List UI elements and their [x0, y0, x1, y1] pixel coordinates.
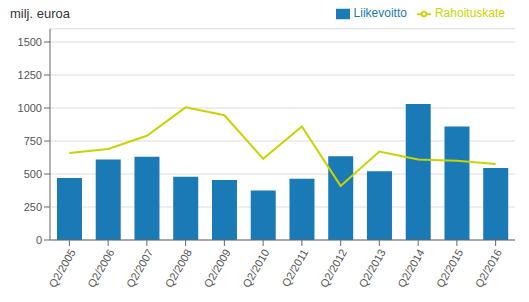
svg-text:Q2/2014: Q2/2014 — [395, 247, 426, 290]
svg-text:Q2/2009: Q2/2009 — [201, 247, 232, 290]
html-text:Rahoituskate: Rahoituskate — [435, 6, 505, 20]
svg-text:750: 750 — [24, 135, 42, 147]
svg-text:Q2/2015: Q2/2015 — [434, 247, 465, 290]
svg-text:Q2/2007: Q2/2007 — [124, 247, 155, 290]
svg-text:Q2/2011: Q2/2011 — [279, 247, 310, 289]
svg-text:Q2/2005: Q2/2005 — [46, 247, 77, 290]
svg-text:Q2/2012: Q2/2012 — [318, 247, 349, 290]
svg-text:Q2/2006: Q2/2006 — [85, 247, 116, 290]
svg-text:500: 500 — [24, 168, 42, 180]
svg-text:Q2/2008: Q2/2008 — [163, 247, 194, 290]
svg-text:Q2/2016: Q2/2016 — [473, 247, 504, 290]
svg-text:1250: 1250 — [18, 69, 42, 81]
html-text:milj. euroa: milj. euroa — [10, 6, 70, 21]
svg-text:0: 0 — [36, 234, 42, 246]
svg-text:1500: 1500 — [18, 36, 42, 48]
svg-text:250: 250 — [24, 201, 42, 213]
svg-text:Q2/2013: Q2/2013 — [356, 247, 387, 290]
svg-text:1000: 1000 — [18, 102, 42, 114]
svg-text:Q2/2010: Q2/2010 — [240, 247, 271, 290]
html-text:Liikevoitto: Liikevoitto — [353, 6, 407, 20]
